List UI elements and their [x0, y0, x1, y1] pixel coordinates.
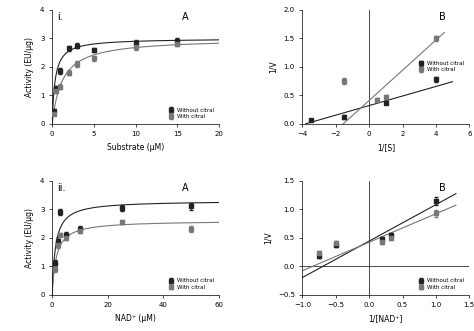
Y-axis label: Activity (EU/μg): Activity (EU/μg) [26, 208, 35, 268]
Text: B: B [439, 12, 446, 22]
Text: i.: i. [57, 12, 63, 22]
Text: A: A [182, 183, 189, 193]
Legend: Without citral, With citral: Without citral, With citral [164, 106, 216, 121]
Legend: Without citral, With citral: Without citral, With citral [415, 59, 466, 74]
X-axis label: 1/[S]: 1/[S] [377, 143, 395, 152]
Y-axis label: 1/V: 1/V [263, 231, 272, 244]
Text: ii.: ii. [57, 183, 65, 193]
X-axis label: Substrate (μM): Substrate (μM) [107, 143, 164, 152]
X-axis label: NAD⁺ (μM): NAD⁺ (μM) [115, 314, 156, 323]
Text: B: B [439, 183, 446, 193]
Y-axis label: Activity (EU/μg): Activity (EU/μg) [26, 37, 35, 97]
Legend: Without citral, With citral: Without citral, With citral [415, 276, 466, 292]
Y-axis label: 1/V: 1/V [269, 61, 278, 73]
Legend: Without citral, With citral: Without citral, With citral [164, 276, 216, 292]
X-axis label: 1/[NAD⁺]: 1/[NAD⁺] [369, 314, 403, 323]
Text: A: A [182, 12, 189, 22]
